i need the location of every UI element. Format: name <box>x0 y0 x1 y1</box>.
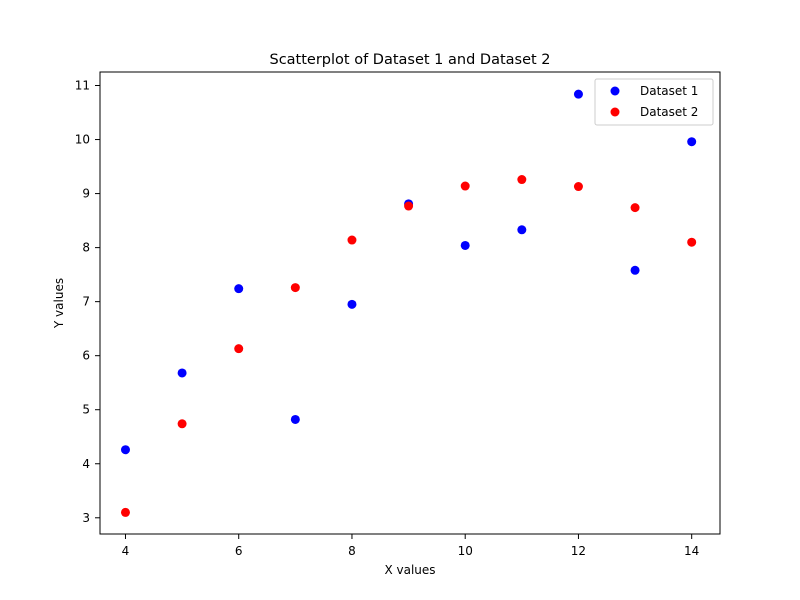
scatter-point-dataset-2 <box>347 235 357 245</box>
legend-marker-dataset-1 <box>610 86 620 96</box>
scatter-point-dataset-1 <box>290 414 300 424</box>
y-axis-ticks: 3 4 5 6 7 8 9 10 11 <box>75 79 100 525</box>
legend-label-dataset-2: Dataset 2 <box>640 105 698 119</box>
scatter-point-dataset-2 <box>404 201 414 211</box>
scatter-point-dataset-1 <box>347 299 357 309</box>
x-tick-label: 6 <box>235 544 243 558</box>
y-tick-label: 5 <box>82 403 90 417</box>
scatter-point-dataset-2 <box>687 237 697 247</box>
data-points <box>120 89 697 517</box>
y-tick-label: 8 <box>82 241 90 255</box>
scatter-point-dataset-2 <box>290 283 300 293</box>
scatter-point-dataset-2 <box>573 182 583 192</box>
x-tick-label: 14 <box>684 544 699 558</box>
plot-area <box>99 71 721 535</box>
y-tick-label: 9 <box>82 187 90 201</box>
scatter-point-dataset-1 <box>234 284 244 294</box>
scatter-point-dataset-1 <box>517 225 527 235</box>
y-axis-label: Y values <box>52 278 66 329</box>
scatter-point-dataset-2 <box>460 181 470 191</box>
y-tick-label: 11 <box>75 79 90 93</box>
y-tick-label: 4 <box>82 457 90 471</box>
chart-title: Scatterplot of Dataset 1 and Dataset 2 <box>269 52 550 68</box>
scatter-point-dataset-2 <box>177 419 187 429</box>
scatter-point-dataset-1 <box>460 240 470 250</box>
scatter-point-dataset-2 <box>120 507 130 517</box>
y-tick-label: 10 <box>75 133 90 147</box>
y-tick-label: 7 <box>82 295 90 309</box>
x-tick-label: 12 <box>571 544 586 558</box>
legend-box <box>594 78 714 126</box>
legend: Dataset 1 Dataset 2 <box>594 78 714 126</box>
scatter-point-dataset-1 <box>177 368 187 378</box>
scatter-point-dataset-1 <box>630 265 640 275</box>
x-tick-label: 4 <box>122 544 130 558</box>
y-tick-label: 6 <box>82 349 90 363</box>
x-axis-ticks: 4 6 8 10 12 14 <box>122 534 699 558</box>
y-tick-label: 3 <box>82 511 90 525</box>
x-tick-label: 8 <box>348 544 356 558</box>
x-tick-label: 10 <box>458 544 473 558</box>
scatter-point-dataset-2 <box>517 175 527 185</box>
scatter-point-dataset-1 <box>687 137 697 147</box>
legend-label-dataset-1: Dataset 1 <box>640 84 698 98</box>
legend-marker-dataset-2 <box>610 107 620 117</box>
scatter-point-dataset-2 <box>234 344 244 354</box>
scatter-point-dataset-1 <box>120 445 130 455</box>
scatter-point-dataset-1 <box>573 89 583 99</box>
x-axis-label: X values <box>384 563 435 577</box>
scatter-point-dataset-2 <box>630 203 640 213</box>
